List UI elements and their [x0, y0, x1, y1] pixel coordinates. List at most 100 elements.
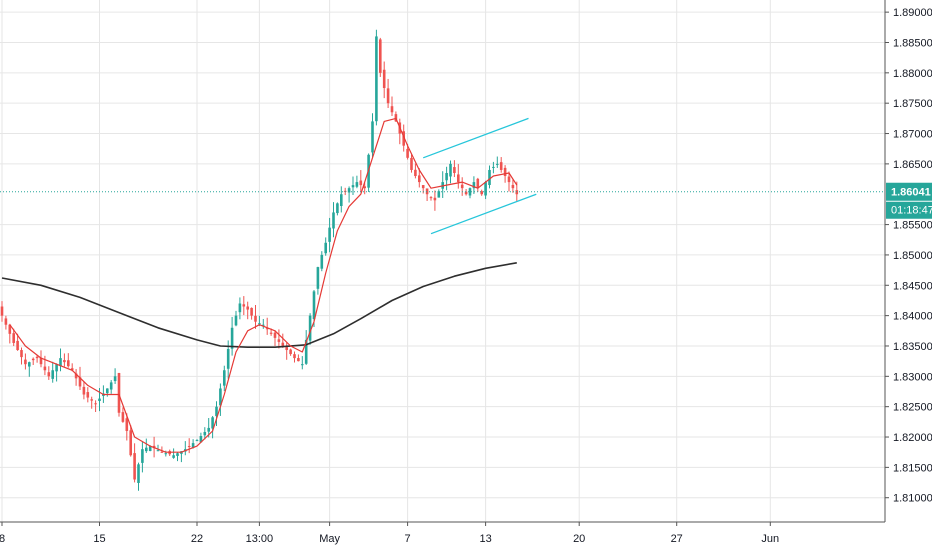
candle-up: [223, 370, 226, 386]
candle-down: [273, 332, 277, 338]
candle-down: [43, 366, 47, 371]
candle-up: [468, 188, 472, 196]
y-tick-label: 1.85000: [893, 250, 932, 262]
candle-down: [402, 131, 405, 146]
candle-down: [363, 186, 366, 189]
candle-up: [106, 388, 109, 394]
candle-down: [8, 324, 12, 334]
candle-up: [59, 358, 62, 367]
moving-average-fast: [9, 117, 518, 453]
y-tick-label: 1.87500: [893, 98, 932, 110]
y-tick-label: 1.82500: [893, 402, 932, 414]
candle-down: [289, 349, 292, 355]
candle-up: [238, 303, 242, 313]
candle-up: [351, 185, 355, 188]
candle-down: [133, 453, 136, 480]
y-tick-label: 1.83000: [893, 371, 932, 383]
candle-down: [511, 184, 515, 189]
candle-up: [199, 436, 203, 443]
candle-up: [98, 398, 101, 402]
candle-down: [429, 197, 433, 199]
candle-down: [20, 350, 23, 358]
x-tick-label: 15: [93, 533, 105, 545]
candle-down: [414, 169, 417, 177]
candle-up: [488, 169, 491, 185]
candle-down: [246, 306, 249, 310]
candle-up: [320, 254, 324, 269]
candle-down: [63, 360, 66, 363]
candle-down: [457, 174, 460, 183]
y-tick-label: 1.86500: [893, 159, 932, 171]
candle-down: [421, 185, 425, 189]
candle-up: [437, 191, 441, 198]
candle-down: [90, 399, 93, 401]
candle-up: [336, 203, 339, 214]
candle-up: [316, 267, 320, 289]
candle-up: [445, 172, 448, 181]
candle-up: [145, 447, 148, 452]
candle-up: [164, 453, 168, 455]
y-tick-label: 1.84500: [893, 280, 932, 292]
candle-down: [160, 451, 164, 453]
candle-down: [94, 403, 97, 405]
countdown-tag: [886, 201, 932, 219]
candle-up: [472, 182, 476, 189]
candle-up: [492, 166, 495, 168]
candle-up: [355, 182, 359, 187]
candle-up: [28, 362, 31, 367]
candle-down: [269, 332, 273, 334]
candle-down: [121, 412, 125, 422]
candle-up: [234, 315, 238, 326]
candle-down: [67, 360, 70, 367]
candle-down: [480, 191, 483, 195]
candle-up: [328, 227, 331, 242]
candle-down: [31, 358, 35, 361]
candle-up: [347, 188, 351, 193]
x-tick-label: 27: [671, 533, 683, 545]
candle-up: [262, 324, 265, 326]
candle-up: [371, 121, 374, 153]
candle-up: [203, 431, 207, 436]
candle-up: [449, 163, 452, 177]
candle-up: [141, 449, 144, 463]
last-price-tag: [886, 182, 932, 201]
candle-up: [258, 323, 261, 325]
y-tick-label: 1.85500: [893, 220, 932, 232]
candle-up: [340, 194, 343, 207]
candle-up: [195, 440, 199, 442]
candle-up: [137, 464, 140, 483]
candle-up: [484, 182, 487, 196]
y-tick-label: 1.88500: [893, 37, 932, 49]
x-tick-label: May: [319, 533, 340, 545]
candle-up: [312, 291, 316, 320]
candle-down: [503, 167, 507, 177]
candle-down: [86, 392, 90, 398]
candle-down: [379, 39, 382, 73]
candle-down: [425, 188, 429, 195]
candle-down: [70, 368, 74, 371]
candle-up: [191, 443, 195, 448]
candle-up: [304, 339, 308, 364]
candle-down: [250, 307, 253, 316]
candle-down: [129, 430, 132, 456]
channel-lower-line[interactable]: [430, 193, 537, 235]
candle-down: [476, 178, 480, 189]
candle-down: [78, 377, 82, 387]
candle-down: [74, 373, 78, 379]
candle-up: [332, 212, 335, 229]
x-tick-label: 20: [573, 533, 585, 545]
candle-down: [254, 315, 257, 322]
candle-down: [390, 106, 394, 113]
candle-down: [410, 157, 413, 170]
moving-average-slow: [1, 262, 517, 348]
candle-down: [4, 318, 8, 325]
candle-down: [460, 184, 464, 189]
x-tick-label: 13:00: [246, 533, 274, 545]
candle-up: [324, 242, 327, 254]
x-tick-label: 13: [479, 533, 491, 545]
candle-down: [297, 358, 300, 362]
candle-down: [0, 306, 4, 316]
channel-upper-line[interactable]: [422, 117, 529, 159]
candle-down: [406, 148, 409, 158]
